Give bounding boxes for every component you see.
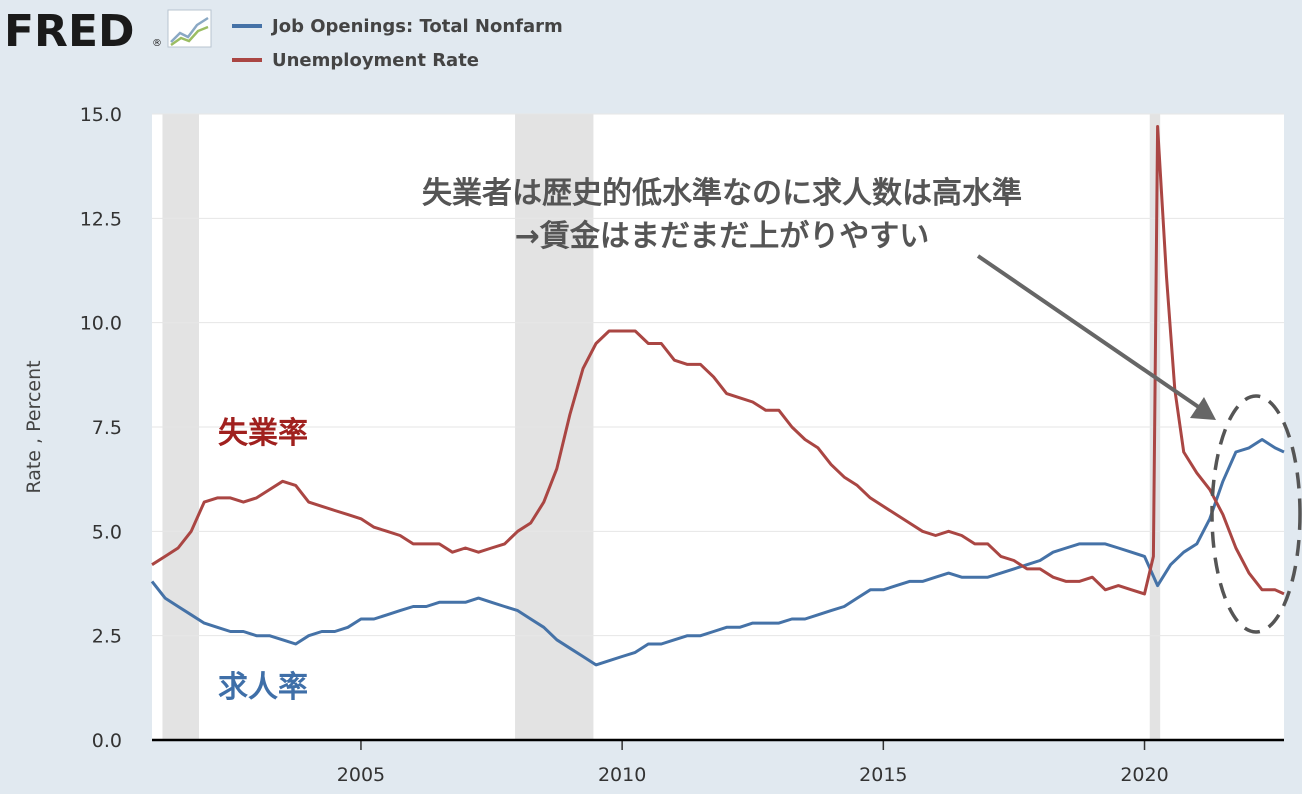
y-tick-label: 2.5	[92, 626, 122, 648]
y-tick-label: 0.0	[92, 730, 122, 752]
legend: Job Openings: Total Nonfarm Unemployment…	[232, 16, 563, 71]
y-tick-label: 15.0	[80, 104, 122, 126]
gridlines	[152, 113, 1284, 637]
fred-logo-text: FRED	[4, 6, 135, 57]
series-line-unemployment	[151, 125, 1285, 596]
legend-label-unemployment: Unemployment Rate	[272, 50, 479, 71]
fred-graph-icon	[167, 9, 212, 48]
fred-logo-registered: ®	[152, 38, 162, 49]
y-tick-label: 10.0	[80, 313, 122, 335]
x-tick-label: 2010	[598, 764, 646, 786]
y-axis-ticks: 0.0 2.5 5.0 7.5 10.0 12.5 15.0	[80, 104, 122, 752]
y-tick-label: 12.5	[80, 208, 122, 230]
annotation-note-line2: →賃金はまだまだ上がりやすい	[515, 219, 930, 254]
fred-logo[interactable]: FRED ®	[4, 6, 212, 57]
x-tick-label: 2015	[859, 764, 907, 786]
annotation-unemployment-label: 失業率	[218, 416, 308, 451]
x-axis-ticks: 2005 2010 2015 2020	[337, 740, 1169, 786]
y-tick-label: 7.5	[92, 417, 122, 439]
annotation-arrow	[976, 254, 1216, 420]
series-line-job-openings	[150, 438, 1285, 667]
y-axis-label: Rate , Percent	[23, 360, 45, 493]
annotation-dashed-ellipse	[1210, 394, 1302, 634]
y-tick-label: 5.0	[92, 521, 122, 543]
annotation-note-line1: 失業者は歴史的低水準なのに求人数は高水準	[422, 176, 1022, 211]
annotation-job-openings-label: 求人率	[218, 670, 308, 705]
x-tick-label: 2020	[1120, 764, 1168, 786]
legend-label-job-openings: Job Openings: Total Nonfarm	[270, 16, 563, 37]
x-tick-label: 2005	[337, 764, 385, 786]
series-lines	[150, 125, 1285, 667]
